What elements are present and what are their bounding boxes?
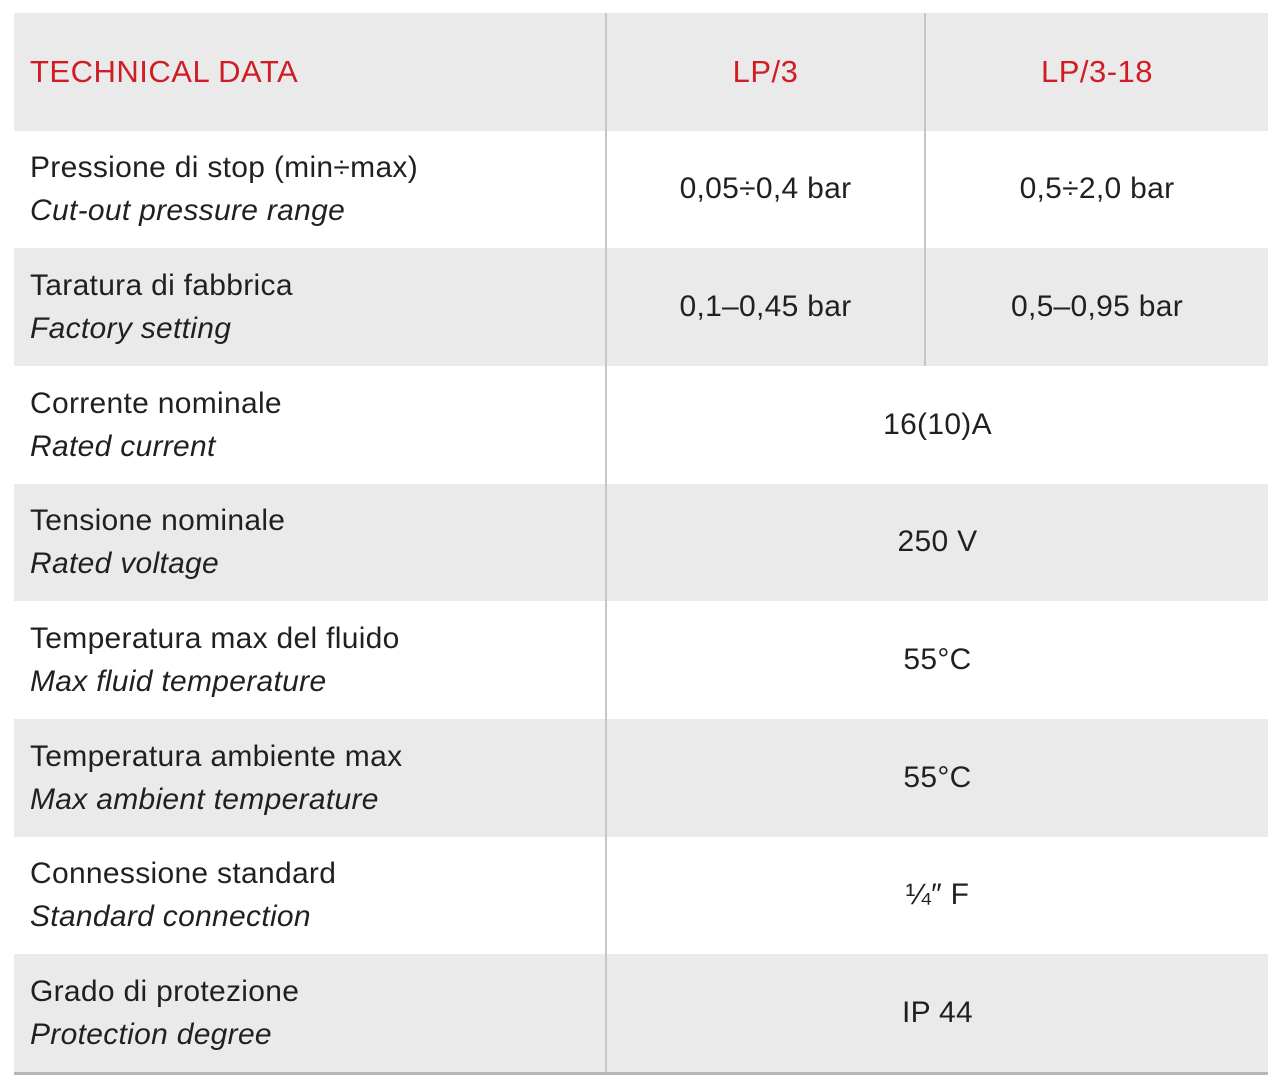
- value-shared: 55°C: [605, 718, 1268, 837]
- value-shared-text: IP 44: [901, 996, 973, 1030]
- column-header-lp3-18: LP/3-18: [924, 13, 1268, 131]
- value-lp3-18: 0,5÷2,0 bar: [924, 130, 1268, 249]
- value-lp3-18-text: 0,5÷2,0 bar: [1019, 172, 1175, 206]
- row-label-italian: Tensione nominale: [30, 504, 286, 538]
- table-row-max-ambient-temperature: Temperatura ambiente max Max ambient tem…: [14, 718, 1268, 837]
- table-row-rated-voltage: Tensione nominale Rated voltage 250 V: [14, 483, 1268, 602]
- table-row-rated-current: Corrente nominale Rated current 16(10)A: [14, 365, 1268, 484]
- value-shared: 250 V: [605, 483, 1268, 602]
- row-label-cell: Corrente nominale Rated current: [14, 366, 605, 484]
- table-title-cell: TECHNICAL DATA: [14, 13, 605, 131]
- row-label-italian: Corrente nominale: [30, 386, 282, 420]
- row-label-italian: Pressione di stop (min÷max): [30, 151, 419, 185]
- value-lp3-text: 0,05÷0,4 bar: [679, 172, 852, 206]
- row-label-english: Protection degree: [30, 1018, 272, 1052]
- value-shared: 55°C: [605, 601, 1268, 719]
- table-header-row: TECHNICAL DATA LP/3 LP/3-18: [14, 13, 1268, 131]
- value-shared-text: 55°C: [903, 760, 972, 794]
- row-label-english: Factory setting: [30, 312, 232, 346]
- value-shared-text: 250 V: [897, 525, 978, 559]
- row-label-cell: Grado di protezione Protection degree: [14, 954, 605, 1072]
- row-label-italian: Temperatura ambiente max: [30, 739, 403, 773]
- value-lp3-text: 0,1–0,45 bar: [679, 290, 852, 324]
- row-label-cell: Pressione di stop (min÷max) Cut-out pres…: [14, 131, 605, 249]
- column-header-lp3: LP/3: [605, 13, 924, 131]
- row-label-cell: Temperatura ambiente max Max ambient tem…: [14, 719, 605, 837]
- value-lp3: 0,1–0,45 bar: [605, 248, 924, 366]
- row-label-italian: Connessione standard: [30, 857, 337, 891]
- table-row-max-fluid-temperature: Temperatura max del fluido Max fluid tem…: [14, 601, 1268, 719]
- technical-data-table: TECHNICAL DATA LP/3 LP/3-18 Pressione di…: [14, 13, 1268, 1075]
- row-label-italian: Taratura di fabbrica: [30, 269, 293, 303]
- value-shared: IP 44: [605, 954, 1268, 1072]
- row-label-cell: Taratura di fabbrica Factory setting: [14, 248, 605, 366]
- row-label-english: Max fluid temperature: [30, 665, 327, 699]
- column-header-lp3-label: LP/3: [732, 53, 799, 89]
- row-label-italian: Temperatura max del fluido: [30, 622, 400, 656]
- value-shared: ¼″ F: [605, 836, 1268, 955]
- table-row-factory-setting: Taratura di fabbrica Factory setting 0,1…: [14, 248, 1268, 366]
- value-shared-text: 55°C: [903, 643, 972, 677]
- value-lp3-18-text: 0,5–0,95 bar: [1010, 290, 1184, 324]
- row-label-english: Rated voltage: [30, 547, 220, 581]
- row-label-cell: Connessione standard Standard connection: [14, 837, 605, 955]
- value-lp3-18: 0,5–0,95 bar: [924, 248, 1268, 366]
- value-shared-text: 16(10)A: [883, 407, 992, 441]
- column-header-lp3-18-label: LP/3-18: [1040, 53, 1154, 89]
- row-label-english: Standard connection: [30, 900, 311, 934]
- row-label-italian: Grado di protezione: [30, 975, 300, 1009]
- table-row-standard-connection: Connessione standard Standard connection…: [14, 836, 1268, 955]
- row-label-english: Cut-out pressure range: [30, 194, 346, 228]
- table-row-protection-degree: Grado di protezione Protection degree IP…: [14, 954, 1268, 1072]
- row-label-english: Max ambient temperature: [30, 782, 379, 816]
- row-label-english: Rated current: [30, 429, 216, 463]
- row-label-cell: Temperatura max del fluido Max fluid tem…: [14, 601, 605, 719]
- value-shared: 16(10)A: [605, 365, 1268, 484]
- table-row-cut-out-pressure: Pressione di stop (min÷max) Cut-out pres…: [14, 130, 1268, 249]
- value-lp3: 0,05÷0,4 bar: [605, 130, 924, 249]
- row-label-cell: Tensione nominale Rated voltage: [14, 484, 605, 602]
- value-shared-text: ¼″ F: [905, 878, 970, 912]
- table-title: TECHNICAL DATA: [30, 53, 299, 89]
